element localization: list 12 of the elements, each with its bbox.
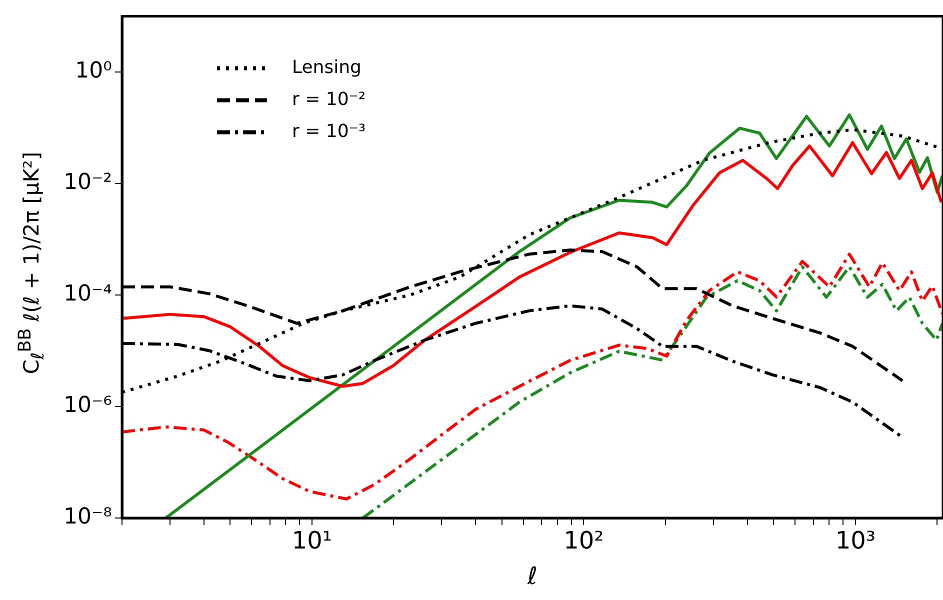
y-tick-label: 10⁻⁶	[64, 393, 112, 418]
y-tick-label: 10⁻⁸	[64, 504, 112, 530]
x-tick-label: 10¹	[292, 526, 332, 555]
legend-label: r = 10⁻³	[292, 120, 366, 142]
x-tick-label: 10³	[835, 526, 876, 555]
y-tick-label: 10⁰	[75, 58, 112, 84]
legend-label: r = 10⁻²	[292, 88, 366, 110]
y-tick-label: 10⁻²	[64, 170, 112, 196]
legend-label: Lensing	[292, 56, 362, 78]
x-axis-title: ℓ	[526, 562, 538, 590]
y-tick-label: 10⁻⁴	[64, 282, 112, 307]
x-tick-label: 10²	[564, 526, 604, 555]
